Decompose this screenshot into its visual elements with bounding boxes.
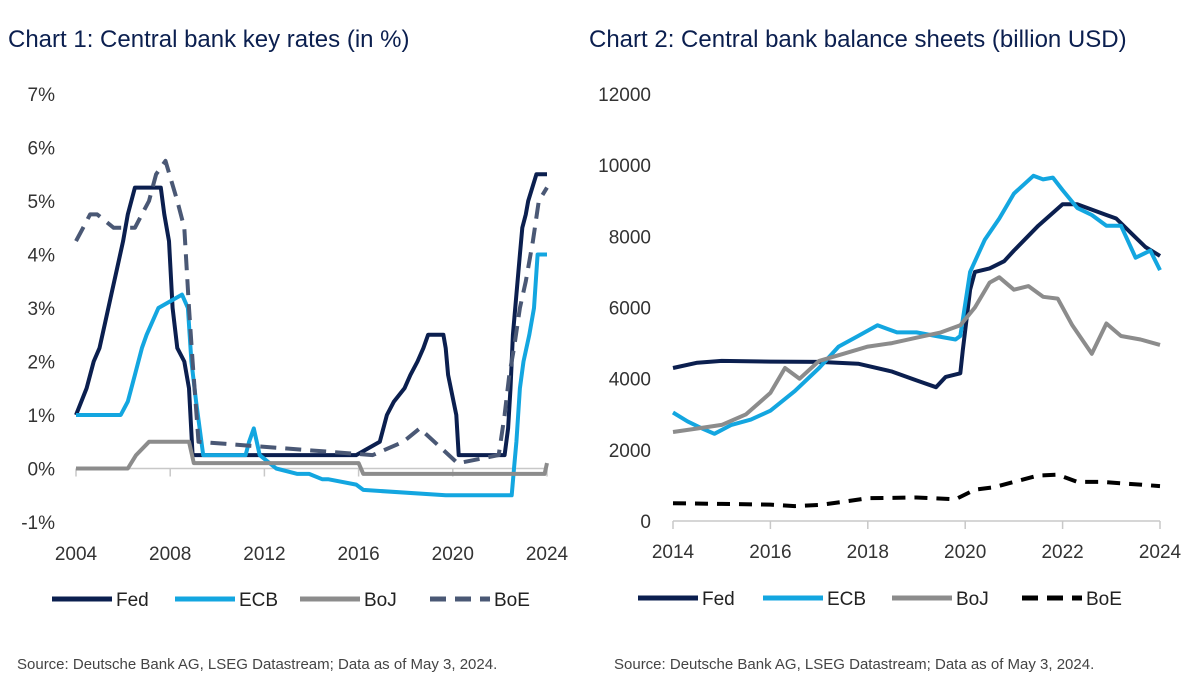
chart-1-series-boj (76, 439, 549, 476)
chart-2-panel: Chart 2: Central bank balance sheets (bi… (585, 0, 1195, 697)
chart-1-legend-label-fed: Fed (116, 590, 149, 611)
chart-1-title: Chart 1: Central bank key rates (in %) (8, 26, 410, 53)
chart-2-ytick-label: 8000 (609, 227, 651, 248)
chart-1-xtick-label: 2012 (243, 544, 285, 565)
chart-2-legend-label-boe: BoE (1086, 589, 1122, 610)
chart-2-xtick-label: 2018 (847, 542, 889, 563)
chart-1-series-boe (74, 158, 549, 466)
chart-1-series-ecb (76, 252, 547, 498)
chart-2-source: Source: Deutsche Bank AG, LSEG Datastrea… (614, 656, 1095, 673)
chart-2-ytick-label: 10000 (598, 156, 651, 177)
chart-1-ytick-label: 3% (28, 299, 56, 320)
chart-1-ytick-label: 7% (28, 85, 56, 106)
chart-2-legend-label-ecb: ECB (827, 589, 866, 610)
chart-2-series-boj (672, 275, 1161, 434)
chart-2-xtick-label: 2022 (1041, 542, 1083, 563)
chart-1-ytick-label: -1% (21, 513, 55, 534)
chart-1-xtick-label: 2016 (337, 544, 379, 565)
chart-2-ytick-label: 2000 (609, 441, 651, 462)
chart-2-ytick-label: 4000 (609, 370, 651, 391)
chart-1-xtick-label: 2004 (55, 544, 98, 565)
chart-2-legend-label-boj: BoJ (956, 589, 989, 610)
chart-2-title: Chart 2: Central bank balance sheets (bi… (589, 26, 1127, 53)
chart-1-plot: -1% 0% 1% 2% 3% 4% 5% 6% 7% 2004 2008 2012 2016 2020 2… (21, 85, 569, 611)
chart-1-xtick-label: 2024 (526, 544, 569, 565)
chart-1-ytick-label: 4% (28, 246, 56, 267)
chart-1-ytick-label: 5% (28, 192, 56, 213)
chart-1-legend-label-ecb: ECB (239, 590, 278, 611)
chart-2-xtick-label: 2024 (1139, 542, 1182, 563)
chart-1-legend-label-boj: BoJ (364, 590, 397, 611)
chart-1-ytick-label: 1% (28, 406, 56, 427)
chart-2-ytick-label: 12000 (598, 85, 651, 106)
chart-2-xtick-label: 2016 (749, 542, 791, 563)
chart-1-source: Source: Deutsche Bank AG, LSEG Datastrea… (17, 656, 498, 673)
chart-2-series-boe (672, 472, 1161, 509)
chart-2-ytick-label: 0 (640, 512, 651, 533)
chart-1-panel: Chart 1: Central bank key rates (in %) -… (0, 0, 585, 697)
chart-2-xtick-label: 2014 (652, 542, 695, 563)
chart-2-xtick-label: 2020 (944, 542, 986, 563)
chart-2-series-fed (672, 202, 1162, 390)
chart-2-series-ecb (671, 173, 1162, 436)
chart-1-series-fed (74, 172, 547, 458)
chart-1-xtick-label: 2008 (149, 544, 191, 565)
chart-1-ytick-label: 0% (28, 460, 56, 481)
chart-2-legend-label-fed: Fed (702, 589, 735, 610)
chart-1-xtick-label: 2020 (432, 544, 474, 565)
chart-1-ytick-label: 6% (28, 139, 56, 160)
chart-2-plot: 0 2000 4000 6000 8000 10000 12000 2014 2016 2018 2… (598, 85, 1182, 610)
chart-1-ytick-label: 2% (28, 353, 56, 374)
chart-2-ytick-label: 6000 (609, 299, 651, 320)
chart-1-legend-label-boe: BoE (494, 590, 530, 611)
